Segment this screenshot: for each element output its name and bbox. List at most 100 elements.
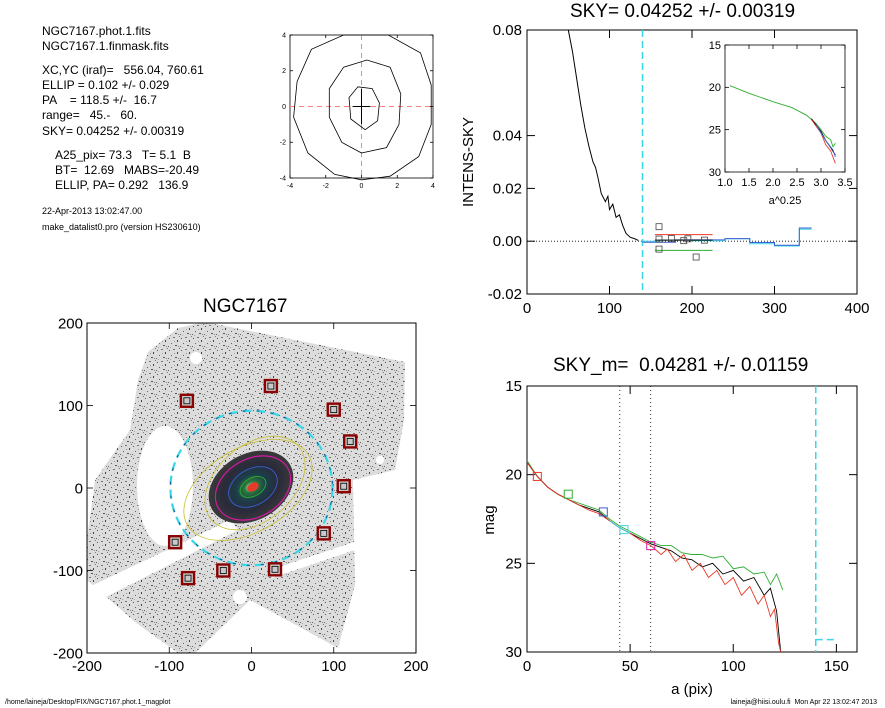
inset-series-line [729, 85, 836, 148]
info-date: 22-Apr-2013 13:02:47.00 [42, 206, 143, 216]
sky-inset-frame [724, 44, 846, 173]
x-tick-label: 2.5 [789, 177, 804, 189]
inset-series-line [811, 119, 836, 164]
sky-series-line [567, 29, 639, 241]
isophote-ellipse [204, 435, 306, 531]
sky-box [263, 378, 279, 394]
x-tick-label: 3.0 [813, 177, 828, 189]
galaxy-image-title: NGC7167 [203, 296, 288, 317]
sky-sample-square [700, 236, 708, 244]
sky-box-inner [219, 567, 227, 574]
x-tick-label: -2 [323, 183, 329, 190]
x-tick-label: 200 [679, 300, 704, 317]
mag-profile-ylabel: mag [481, 505, 498, 534]
y-tick-label: 15 [709, 40, 721, 52]
x-tick-label: 400 [844, 300, 869, 317]
x-tick-label: 200 [403, 658, 428, 675]
x-tick-label: -100 [154, 658, 184, 675]
sky-box-inner [340, 482, 348, 490]
mask-star [376, 456, 384, 464]
mag-profile-xlabel: a (pix) [671, 681, 713, 698]
sky-box-inner [183, 397, 191, 405]
info-program: make_datalist0.pro (version HS230610) [42, 222, 201, 232]
x-tick-label: 100 [597, 300, 622, 317]
mag-series-line [526, 462, 782, 653]
contour-line [293, 34, 432, 181]
y-tick-label: 200 [58, 315, 83, 332]
x-tick-label: 100 [721, 658, 746, 675]
sky-profile-plot: 0 100 200 300 400 0.08 0.04 0.02 0.00 -0.02 INTEN… [460, 22, 870, 317]
y-tick-label: 0.04 [493, 128, 522, 145]
sky-box [343, 434, 358, 449]
sky-box-inner [346, 438, 354, 445]
y-tick-label: 30 [709, 167, 721, 179]
inset-series-line [815, 124, 836, 157]
y-tick-label: 30 [505, 644, 522, 661]
y-tick-label: 2 [282, 68, 286, 75]
sky-series-line [642, 228, 812, 247]
y-tick-label: -2 [280, 140, 286, 147]
sky-box-inner [320, 529, 328, 537]
x-tick-label: 0 [360, 183, 364, 190]
y-tick-label: -0.02 [488, 286, 522, 303]
sky-box-inner [171, 538, 179, 546]
isophote-ellipse [214, 455, 292, 521]
isophote-ellipse [239, 476, 267, 498]
x-tick-label: 150 [824, 658, 849, 675]
info-ellip-pa: ELLIP, PA= 0.292 136.9 [55, 178, 189, 192]
galaxy-image-plot: -200 -100 0 100 200 200 100 0 -100 -200 [53, 315, 429, 675]
sky-sample-square [692, 253, 700, 261]
galaxy-nucleus [247, 482, 259, 492]
x-tick-label: 50 [622, 658, 639, 675]
info-mask-filename: NGC7167.1.finmask.fits [42, 39, 169, 53]
mag-series-line [526, 460, 784, 591]
sky-profile-ylabel: INTENS-SKY [460, 117, 477, 207]
x-tick-label: 1.0 [717, 177, 732, 189]
sky-annulus-ellipse [170, 410, 333, 566]
sky-box-inner [330, 406, 338, 414]
mag-profile-title: SKY_m= 0.04281 +/- 0.01159 [553, 355, 809, 376]
info-range: range= 45.- 60. [42, 108, 138, 122]
mask-strip [270, 521, 416, 578]
sky-box [316, 526, 331, 541]
isophote-ellipse [183, 439, 313, 541]
sky-profile-title: SKY= 0.04252 +/- 0.00319 [570, 1, 796, 22]
x-tick-label: 0 [523, 658, 531, 675]
x-tick-label: 0 [247, 658, 255, 675]
y-tick-label: -4 [280, 175, 286, 182]
info-pa: PA = 118.5 +/- 16.7 [42, 93, 157, 107]
info-bt: BT= 12.69 MABS=-20.49 [55, 163, 200, 177]
sky-sample-square [655, 223, 663, 231]
sky-box [326, 402, 341, 417]
mag-profile-frame [526, 385, 858, 653]
sky-sample-square [655, 245, 663, 253]
y-tick-label: -200 [53, 645, 83, 662]
y-tick-label: 0 [75, 480, 83, 497]
sky-sample-square [680, 237, 688, 245]
footer-path: /home/laineja/Desktop/FIX/NGC7167.phot.1… [5, 699, 171, 706]
mag-sample-square [646, 541, 656, 551]
contour-line [328, 59, 402, 154]
x-tick-label: 3.5 [837, 177, 852, 189]
y-tick-label: 15 [505, 378, 522, 395]
x-tick-label: 4 [431, 183, 435, 190]
y-tick-label: 20 [709, 82, 721, 94]
x-tick-label: 2.0 [765, 177, 780, 189]
sky-series-line [642, 227, 812, 246]
footer-user: laineja@hiisi.oulu.fi Mon Apr 22 13:02:4… [730, 699, 877, 706]
y-tick-label: 0.00 [493, 233, 522, 250]
y-tick-label: 25 [505, 555, 522, 572]
y-tick-label: 20 [505, 467, 522, 484]
mag-sample-square [532, 471, 542, 481]
info-ellip: ELLIP = 0.102 +/- 0.029 [42, 78, 170, 92]
sky-inset-xlabel: a^0.25 [769, 195, 802, 207]
mask-region [137, 426, 193, 546]
y-tick-label: 0.02 [493, 180, 522, 197]
sky-box [167, 535, 183, 550]
sky-box [267, 562, 283, 577]
info-center: XC,YC (iraf)= 556.04, 760.61 [42, 63, 204, 77]
mag-profile-plot: 0 50 100 150 15 20 25 30 mag a (pix) [481, 378, 858, 698]
x-tick-label: 1.5 [741, 177, 756, 189]
y-tick-label: 0 [282, 104, 286, 111]
